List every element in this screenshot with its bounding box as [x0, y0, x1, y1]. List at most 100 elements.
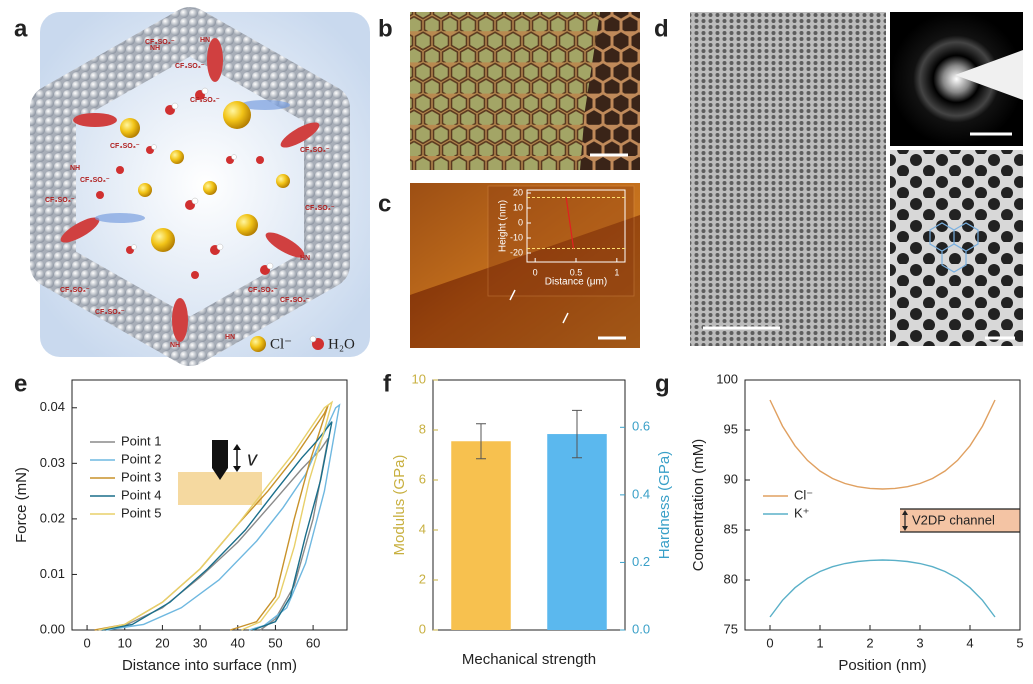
y-axis-label: Modulus (GPa)	[391, 455, 408, 556]
illustration	[96, 90, 270, 279]
molecule-label: CF₃SO₃⁻	[60, 287, 90, 294]
afm-image	[509, 289, 516, 301]
y-tick-label: -20	[510, 247, 523, 257]
chart: 75 80 85 90 95 100 0 1 2 3 4 5 Position (nm) Concentr…	[690, 371, 1024, 674]
molecule-label: CF₃SO₃⁻	[95, 309, 125, 316]
x-tick-label: 3	[916, 635, 923, 650]
illustration	[95, 213, 145, 223]
x-tick-label: 50	[268, 635, 282, 650]
y-tick-label: 0.00	[40, 621, 65, 636]
data-line	[565, 197, 575, 249]
error-bar	[476, 423, 486, 460]
illustration	[170, 150, 184, 164]
y-tick-label: 2	[419, 571, 426, 586]
illustration	[265, 232, 305, 258]
panel-label: g	[655, 370, 670, 397]
y-tick-label: 4	[419, 521, 426, 536]
panel-label: b	[378, 15, 393, 42]
panel-label: a	[14, 15, 28, 42]
illustration	[256, 156, 264, 164]
y-axis-label: Height (nm)	[498, 200, 509, 252]
x-axis-label: Distance (μm)	[545, 277, 607, 288]
y2-tick-label: 0.6	[632, 419, 650, 434]
annotation: V2DP channel	[912, 512, 995, 527]
channel-box	[902, 526, 908, 531]
x-tick-label: 1	[816, 635, 823, 650]
legend-label: Point 5	[121, 505, 161, 520]
illustration	[216, 243, 224, 251]
x-tick-label: 0	[766, 635, 773, 650]
y-tick-label: 0.03	[40, 455, 65, 470]
molecule-label: NH	[170, 342, 180, 349]
illustration	[171, 102, 179, 110]
illustration	[30, 7, 370, 366]
afm-image	[562, 312, 569, 324]
legend-label: Cl⁻	[794, 487, 813, 502]
x-tick-label: 5	[1016, 635, 1023, 650]
panel-label: f	[383, 370, 392, 397]
tem-image	[690, 12, 886, 346]
molecule-label: CF₃SO₃⁻	[175, 63, 205, 70]
illustration	[73, 113, 117, 127]
molecule-label: HN	[225, 334, 235, 341]
y-tick-label: 0.01	[40, 566, 65, 581]
indenter-icon	[233, 444, 241, 450]
legend-label: Cl⁻	[270, 336, 292, 352]
indenter-icon	[233, 466, 241, 472]
legend-label: Point 4	[121, 487, 161, 502]
panel-label: d	[654, 15, 669, 42]
illustration	[280, 122, 320, 148]
tem-image	[890, 150, 1023, 346]
channel-box	[900, 508, 1020, 533]
y-tick-label: 6	[419, 471, 426, 486]
legend-label: H₂O	[328, 336, 355, 352]
y-tick-label: 10	[412, 371, 426, 386]
illustration	[231, 154, 237, 160]
y-tick-label: 20	[513, 187, 523, 197]
tem-image	[955, 50, 1023, 100]
legend-label: Point 2	[121, 451, 161, 466]
illustration	[151, 144, 157, 150]
molecule-label: CF₃SO₃⁻	[80, 177, 110, 184]
illustration	[116, 166, 124, 174]
legend-label: Point 3	[121, 469, 161, 484]
data-line	[102, 421, 333, 631]
panel-label: e	[14, 370, 27, 397]
micrograph-b	[580, 12, 640, 170]
y-tick-label: 0.02	[40, 510, 65, 525]
molecule-label: HN	[300, 255, 310, 262]
tem-image	[929, 222, 979, 273]
micrograph-b	[410, 12, 640, 170]
bar	[547, 434, 607, 630]
illustration	[131, 244, 137, 250]
illustration	[201, 87, 209, 95]
illustration	[96, 191, 104, 199]
illustration	[191, 271, 199, 279]
y-tick-label: 95	[724, 421, 738, 436]
molecule-label: CF₃SO₃⁻	[248, 287, 278, 294]
y-tick-label: 8	[419, 421, 426, 436]
molecule-label: CF₃SO₃⁻	[45, 197, 75, 204]
x-tick-label: 2	[866, 635, 873, 650]
tem-image	[690, 12, 1023, 346]
chart: 0.00 0.01 0.02 0.03 0.04 0 10 20 30 40 50 60 Distanc…	[13, 379, 348, 674]
illustration	[203, 181, 217, 195]
chart: 0 2 4 6 8 10 0.0 0.2 0.4 0.6 Mechanical strength Mo…	[391, 371, 673, 668]
bar	[451, 441, 511, 630]
x-axis-label: Mechanical strength	[462, 651, 596, 668]
error-bar	[572, 409, 582, 459]
legend-label: Point 1	[121, 433, 161, 448]
data-line	[769, 399, 996, 490]
y-tick-label: -10	[510, 232, 523, 242]
indenter-icon	[212, 440, 228, 480]
illustration	[309, 335, 317, 343]
molecule-label: CF₃SO₃⁻	[300, 147, 330, 154]
plot-frame	[432, 379, 626, 631]
x-tick-label: 60	[306, 635, 320, 650]
x-tick-label: 0.5	[570, 267, 583, 277]
y-tick-label: 0.04	[40, 399, 65, 414]
illustration	[138, 183, 152, 197]
plot-frame	[744, 379, 1021, 631]
illustration	[223, 101, 251, 129]
